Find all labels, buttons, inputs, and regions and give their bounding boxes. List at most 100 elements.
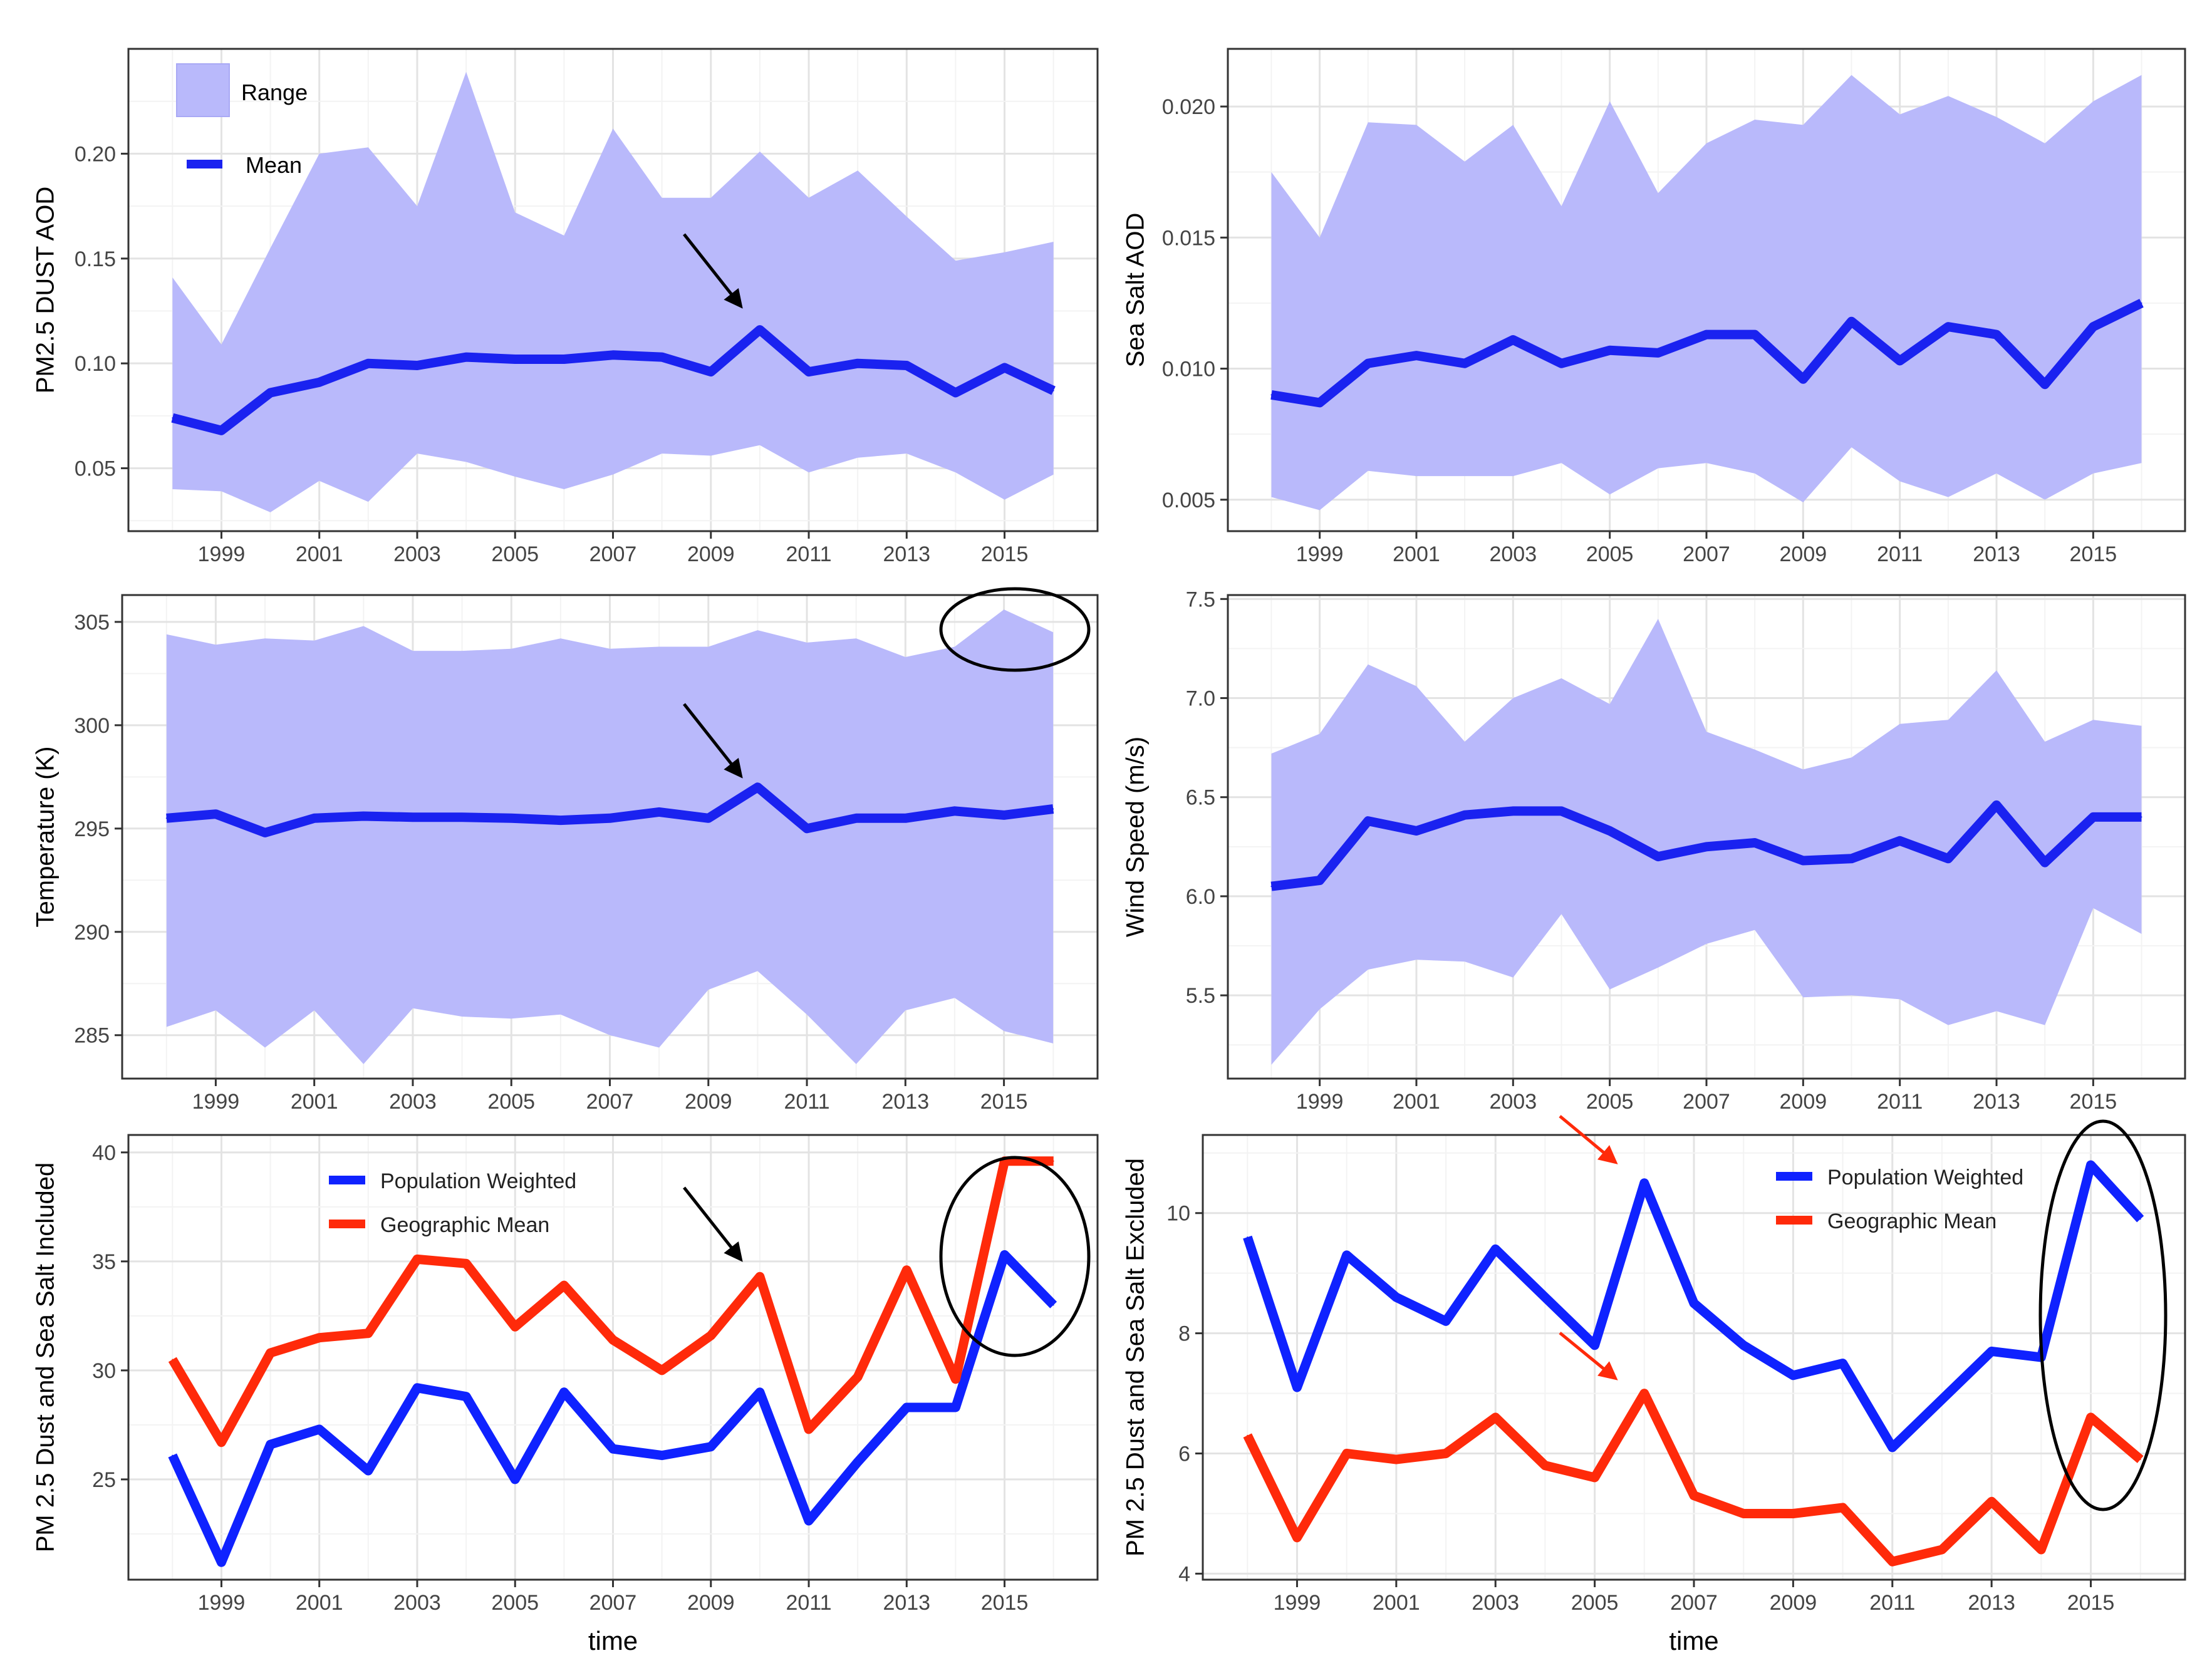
annotation-arrow-included-2010 [683, 1186, 743, 1262]
data-point [318, 1428, 320, 1430]
legend-dust: Range Mean [176, 63, 308, 178]
y-axis: 5.5 6.0 6.5 7.0 7.5 [1186, 588, 1228, 1008]
y-axis: 285 290 295 300 305 [74, 611, 122, 1048]
range-band [172, 71, 1054, 512]
annotation-arrow-excluded-geo-2006 [1559, 1332, 1618, 1380]
y-axis-label: PM 2.5 Dust and Sea Salt Included [32, 1163, 60, 1553]
data-point [221, 1562, 222, 1563]
y-axis-label: Temperature (K) [32, 747, 60, 928]
legend-label-mean: Mean [246, 152, 302, 178]
data-point [1643, 1392, 1645, 1394]
mean-points [1270, 302, 2142, 403]
data-point [1395, 1459, 1397, 1461]
data-point [955, 1407, 957, 1409]
mean-point [1657, 352, 1659, 354]
data-point [906, 1269, 908, 1271]
x-tick-label: 2001 [1373, 1591, 1420, 1615]
x-tick-label: 2009 [1780, 542, 1827, 566]
data-point [1792, 1513, 1794, 1515]
legend-label-geographic-mean: Geographic Mean [1827, 1209, 1997, 1233]
x-axis: 1999 2001 2003 2005 2007 2009 2011 2013 2015 [198, 531, 1029, 566]
data-point [808, 1520, 810, 1522]
data-point [612, 1339, 614, 1341]
legend-label-population-weighted: Population Weighted [380, 1169, 576, 1193]
x-tick-label: 2009 [685, 1090, 732, 1114]
mean-point [264, 832, 266, 834]
mean-point [1560, 810, 1562, 812]
x-tick-label: 2011 [786, 1591, 831, 1615]
data-point [1594, 1344, 1596, 1346]
data-point [808, 1428, 810, 1430]
mean-point [906, 365, 908, 366]
range-band [1271, 75, 2142, 510]
mean-point [710, 371, 712, 373]
data-point [465, 1396, 467, 1397]
y-tick-label: 0.005 [1162, 489, 1215, 512]
mean-point [363, 816, 365, 817]
mean-point [1003, 814, 1005, 816]
mean-point [953, 810, 955, 812]
y-tick-label: 0.05 [75, 457, 116, 481]
x-axis-label: time [1669, 1626, 1718, 1655]
mean-point [172, 417, 174, 419]
x-tick-label: 2005 [487, 1090, 535, 1114]
data-point [1594, 1476, 1596, 1478]
x-tick-label: 2013 [1973, 1090, 2020, 1114]
data-point [563, 1285, 565, 1287]
mean-point [2092, 816, 2094, 818]
data-point [1346, 1254, 1347, 1256]
data-point [2139, 1218, 2141, 1220]
y-tick-label: 305 [74, 611, 110, 634]
data-point [906, 1407, 908, 1409]
x-tick-label: 2003 [1489, 1090, 1537, 1114]
data-point [1991, 1350, 1993, 1352]
data-point [1004, 1254, 1005, 1256]
x-tick-label: 1999 [1296, 1090, 1344, 1114]
range-band [1271, 619, 2142, 1065]
mean-point [1754, 334, 1756, 336]
legend-excluded: Population Weighted Geographic Mean [1776, 1166, 2023, 1233]
mean-point [609, 817, 611, 819]
x-tick-label: 1999 [192, 1090, 240, 1114]
mean-point [416, 365, 418, 366]
y-tick-label: 0.020 [1162, 95, 1215, 119]
x-tick-label: 2013 [881, 1090, 929, 1114]
data-point [661, 1369, 663, 1371]
mean-points [1270, 804, 2142, 888]
data-point [514, 1478, 516, 1480]
x-tick-label: 2003 [1472, 1591, 1519, 1615]
y-tick-label: 290 [74, 921, 110, 945]
x-tick-label: 2005 [1571, 1591, 1619, 1615]
y-tick-label: 40 [92, 1141, 116, 1165]
data-point [2090, 1164, 2092, 1166]
data-point [1247, 1236, 1249, 1238]
mean-point [1512, 810, 1514, 812]
x-tick-label: 2015 [2070, 542, 2117, 566]
y-axis-label: Wind Speed (m/s) [1122, 737, 1150, 937]
mean-point [1319, 879, 1321, 881]
y-axis-label: PM 2.5 Dust and Sea Salt Excluded [1122, 1158, 1150, 1556]
annotation-arrow-excluded-pop-2006 [1559, 1115, 1618, 1164]
data-point [1445, 1320, 1447, 1322]
y-tick-label: 7.5 [1186, 588, 1215, 611]
annotation-ellipse-excluded-2015 [2038, 1119, 2168, 1511]
y-axis: 0.005 0.010 0.015 0.020 [1162, 95, 1228, 512]
mean-point [1996, 334, 1998, 336]
data-point [1544, 1297, 1546, 1298]
mean-point [465, 356, 467, 358]
data-point [857, 1376, 859, 1378]
data-point [1296, 1386, 1298, 1388]
mean-point [165, 817, 167, 819]
x-tick-label: 2013 [883, 1591, 930, 1615]
x-tick-label: 2005 [491, 542, 539, 566]
y-tick-label: 0.20 [75, 142, 116, 166]
geographic-mean-points [1247, 1392, 2141, 1563]
data-point [269, 1444, 271, 1446]
y-axis-label: PM2.5 DUST AOD [32, 187, 60, 393]
mean-point [1802, 378, 1804, 380]
x-tick-label: 1999 [198, 542, 246, 566]
x-tick-label: 2015 [981, 542, 1029, 566]
mean-point [1004, 366, 1005, 368]
data-point [1693, 1302, 1695, 1304]
data-point [1052, 1304, 1054, 1306]
